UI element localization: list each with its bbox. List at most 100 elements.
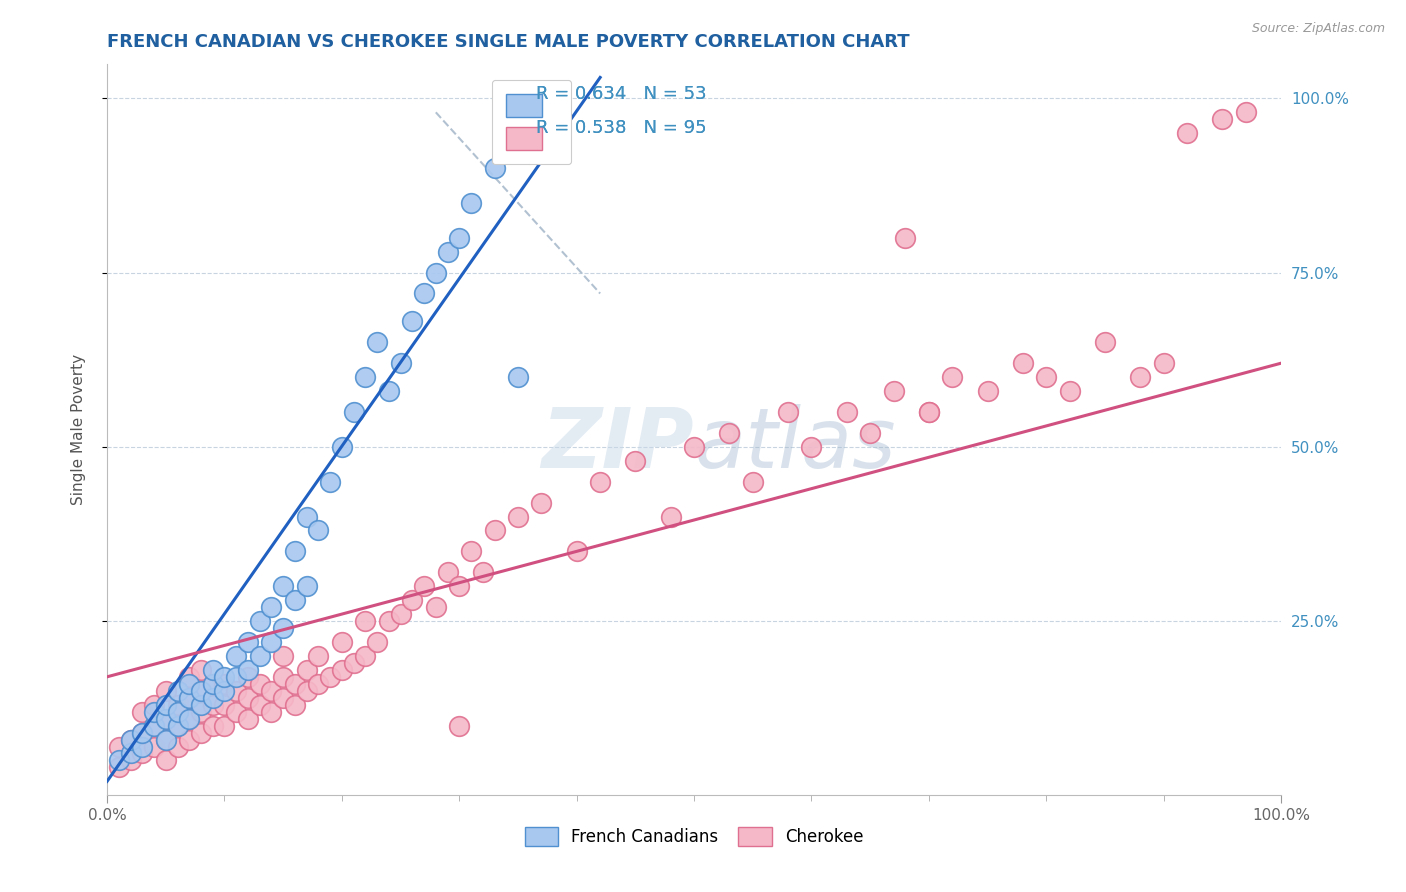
Point <box>330 440 353 454</box>
Point <box>307 677 329 691</box>
Point <box>201 690 224 705</box>
Point <box>155 712 177 726</box>
Point <box>471 566 494 580</box>
Point <box>214 670 236 684</box>
Point <box>295 579 318 593</box>
Point <box>201 677 224 691</box>
Point <box>319 670 342 684</box>
Point <box>295 663 318 677</box>
Point <box>155 712 177 726</box>
Point <box>589 475 612 489</box>
Point <box>366 635 388 649</box>
Point <box>143 698 166 712</box>
Point <box>295 683 318 698</box>
Point <box>484 161 506 175</box>
Point <box>425 600 447 615</box>
Point <box>143 705 166 719</box>
Point <box>460 195 482 210</box>
Point <box>389 356 412 370</box>
Point <box>236 670 259 684</box>
Point <box>918 405 941 419</box>
Point <box>835 405 858 419</box>
Point <box>401 314 423 328</box>
Point <box>449 579 471 593</box>
Point <box>155 683 177 698</box>
Point <box>179 670 201 684</box>
Point <box>741 475 763 489</box>
Text: atlas: atlas <box>695 403 896 484</box>
Point <box>271 690 294 705</box>
Point <box>155 732 177 747</box>
Point <box>120 732 142 747</box>
Point <box>131 725 153 739</box>
Point <box>225 705 247 719</box>
Point <box>214 718 236 732</box>
Point <box>284 593 307 607</box>
Point <box>166 718 188 732</box>
Point <box>506 370 529 384</box>
Text: FRENCH CANADIAN VS CHEROKEE SINGLE MALE POVERTY CORRELATION CHART: FRENCH CANADIAN VS CHEROKEE SINGLE MALE … <box>107 33 910 51</box>
Text: R = 0.538   N = 95: R = 0.538 N = 95 <box>536 119 706 136</box>
Point <box>413 286 436 301</box>
Point <box>166 739 188 754</box>
Point <box>143 718 166 732</box>
Point <box>249 677 271 691</box>
Point <box>190 698 212 712</box>
Point <box>179 732 201 747</box>
Point <box>883 384 905 398</box>
Point <box>225 670 247 684</box>
Point <box>155 698 177 712</box>
Point <box>718 425 741 440</box>
Point <box>120 732 142 747</box>
Point <box>449 718 471 732</box>
Point <box>108 739 131 754</box>
Point <box>800 440 823 454</box>
Point <box>1129 370 1152 384</box>
Point <box>530 495 553 509</box>
Point <box>319 475 342 489</box>
Point <box>236 663 259 677</box>
Point <box>284 544 307 558</box>
Point <box>976 384 998 398</box>
Point <box>249 698 271 712</box>
Point <box>131 705 153 719</box>
Point <box>131 739 153 754</box>
Point <box>683 440 706 454</box>
Point <box>201 677 224 691</box>
Point <box>155 732 177 747</box>
Point <box>330 663 353 677</box>
Point <box>460 544 482 558</box>
Point <box>330 635 353 649</box>
Point <box>1153 356 1175 370</box>
Point <box>179 712 201 726</box>
Point <box>143 718 166 732</box>
Point <box>225 683 247 698</box>
Point <box>366 335 388 350</box>
Point <box>143 739 166 754</box>
Point <box>1234 105 1257 120</box>
Point <box>214 677 236 691</box>
Point <box>166 705 188 719</box>
Point <box>271 579 294 593</box>
Point <box>354 614 377 628</box>
Point <box>307 524 329 538</box>
Text: R = 0.634   N = 53: R = 0.634 N = 53 <box>536 86 706 103</box>
Point <box>166 718 188 732</box>
Point <box>260 600 283 615</box>
Point <box>179 677 201 691</box>
Point <box>378 384 401 398</box>
Point <box>307 648 329 663</box>
Point <box>108 754 131 768</box>
Point <box>425 266 447 280</box>
Point <box>190 683 212 698</box>
Point <box>179 690 201 705</box>
Legend: , : , <box>492 80 571 164</box>
Point <box>918 405 941 419</box>
Point <box>413 579 436 593</box>
Point <box>201 698 224 712</box>
Point <box>236 635 259 649</box>
Point <box>214 683 236 698</box>
Point <box>1211 112 1233 127</box>
Point <box>201 718 224 732</box>
Point <box>131 747 153 761</box>
